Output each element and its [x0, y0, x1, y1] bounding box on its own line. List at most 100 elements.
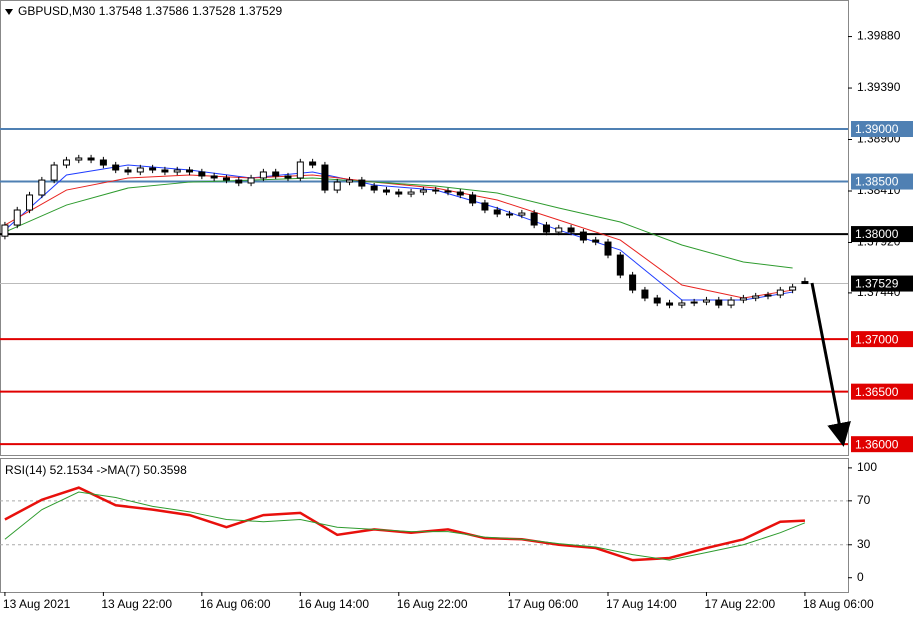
y-tick-label: 0 — [857, 570, 864, 584]
candle-body — [272, 171, 280, 177]
candle-body — [506, 213, 514, 216]
candle-body — [419, 189, 427, 193]
candle-body — [407, 191, 415, 195]
candle-body — [136, 167, 144, 173]
x-tick-label: 16 Aug 14:00 — [298, 597, 369, 611]
candle-body — [1, 224, 9, 237]
candle-body — [518, 212, 526, 216]
candle-body — [604, 241, 612, 256]
level-tag — [851, 436, 913, 453]
candle-body — [370, 185, 378, 191]
candle-body — [259, 171, 267, 179]
candle-body — [678, 302, 686, 306]
candle-body — [62, 159, 70, 166]
candle-body — [296, 161, 304, 179]
candle-body — [690, 301, 698, 304]
candle-body — [235, 179, 243, 184]
x-tick-label: 13 Aug 2021 — [3, 597, 71, 611]
candle-body — [776, 289, 784, 296]
candle-body — [481, 202, 489, 211]
level-label: 1.39000 — [855, 122, 899, 136]
candle-body — [358, 179, 366, 187]
rsi-title: RSI(14) 52.1534 ->MA(7) 50.3598 — [5, 463, 187, 477]
rsi-line — [4, 491, 806, 561]
level-tag — [851, 226, 913, 243]
candle-body — [789, 286, 797, 291]
x-tick-label: 16 Aug 22:00 — [397, 597, 468, 611]
candle-body — [161, 169, 169, 173]
candle-body — [629, 274, 637, 291]
x-tick-label: 16 Aug 06:00 — [200, 597, 271, 611]
level-label: 1.36000 — [855, 437, 899, 451]
candle-body — [653, 297, 661, 304]
level-label: 1.37000 — [855, 332, 899, 346]
main-panel — [0, 0, 849, 456]
candle-body — [715, 299, 723, 306]
y-tick-label: 30 — [857, 537, 871, 551]
candle-body — [530, 212, 538, 226]
level-tag — [851, 121, 913, 138]
candle-body — [38, 179, 46, 196]
candle-body — [666, 302, 674, 306]
x-tick-label: 18 Aug 06:00 — [803, 597, 874, 611]
x-tick-label: 17 Aug 06:00 — [508, 597, 579, 611]
candle-body — [382, 189, 390, 193]
level-tag — [851, 383, 913, 400]
candle-body — [247, 177, 255, 184]
candle-body — [333, 181, 341, 191]
price-tag — [851, 275, 913, 292]
collapse-icon — [5, 9, 13, 15]
candle-body — [75, 157, 83, 161]
y-tick-label: 1.39390 — [857, 80, 901, 94]
chart-title: GBPUSD,M30 1.37548 1.37586 1.37528 1.375… — [18, 4, 283, 18]
candle-body — [395, 191, 403, 195]
candle-body — [210, 175, 218, 179]
candle-body — [752, 295, 760, 299]
candle-body — [186, 169, 194, 173]
level-label: 1.38500 — [855, 175, 899, 189]
candle-body — [616, 254, 624, 276]
candle-body — [493, 209, 501, 215]
candle-body — [555, 227, 563, 233]
candle-body — [87, 157, 95, 161]
level-tag — [851, 331, 913, 348]
rsi-line — [4, 486, 805, 562]
candle-body — [739, 297, 747, 301]
x-tick-label: 13 Aug 22:00 — [101, 597, 172, 611]
candle-body — [112, 164, 120, 171]
candle-body — [592, 239, 600, 243]
candle-body — [309, 161, 317, 166]
candle-body — [469, 194, 477, 204]
candle-body — [641, 289, 649, 299]
candle-body — [567, 227, 575, 233]
x-tick-label: 17 Aug 22:00 — [704, 597, 775, 611]
candle-body — [702, 299, 710, 303]
candle-body — [542, 224, 550, 233]
candle-body — [26, 194, 34, 211]
candle-body — [764, 294, 772, 297]
candle-body — [579, 231, 587, 241]
candle-body — [444, 190, 452, 193]
level-label: 1.36500 — [855, 385, 899, 399]
moving-average — [4, 177, 793, 269]
candle-body — [99, 159, 107, 166]
y-tick-label: 1.39880 — [857, 29, 901, 43]
candle-body — [124, 169, 132, 173]
candle-body — [173, 169, 181, 173]
y-tick-label: 70 — [857, 493, 871, 507]
candle-body — [50, 164, 58, 181]
x-tick-label: 17 Aug 14:00 — [606, 597, 677, 611]
candle-body — [456, 191, 464, 196]
candle-body — [13, 209, 21, 226]
price-label: 1.37529 — [855, 277, 899, 291]
candle-body — [727, 299, 735, 306]
candle-body — [432, 189, 440, 192]
candle-body — [346, 179, 354, 183]
candle-body — [222, 177, 230, 181]
moving-average — [4, 174, 793, 299]
candle-body — [801, 281, 809, 285]
candle-body — [198, 171, 206, 177]
moving-average — [4, 164, 793, 301]
level-tag — [851, 173, 913, 190]
